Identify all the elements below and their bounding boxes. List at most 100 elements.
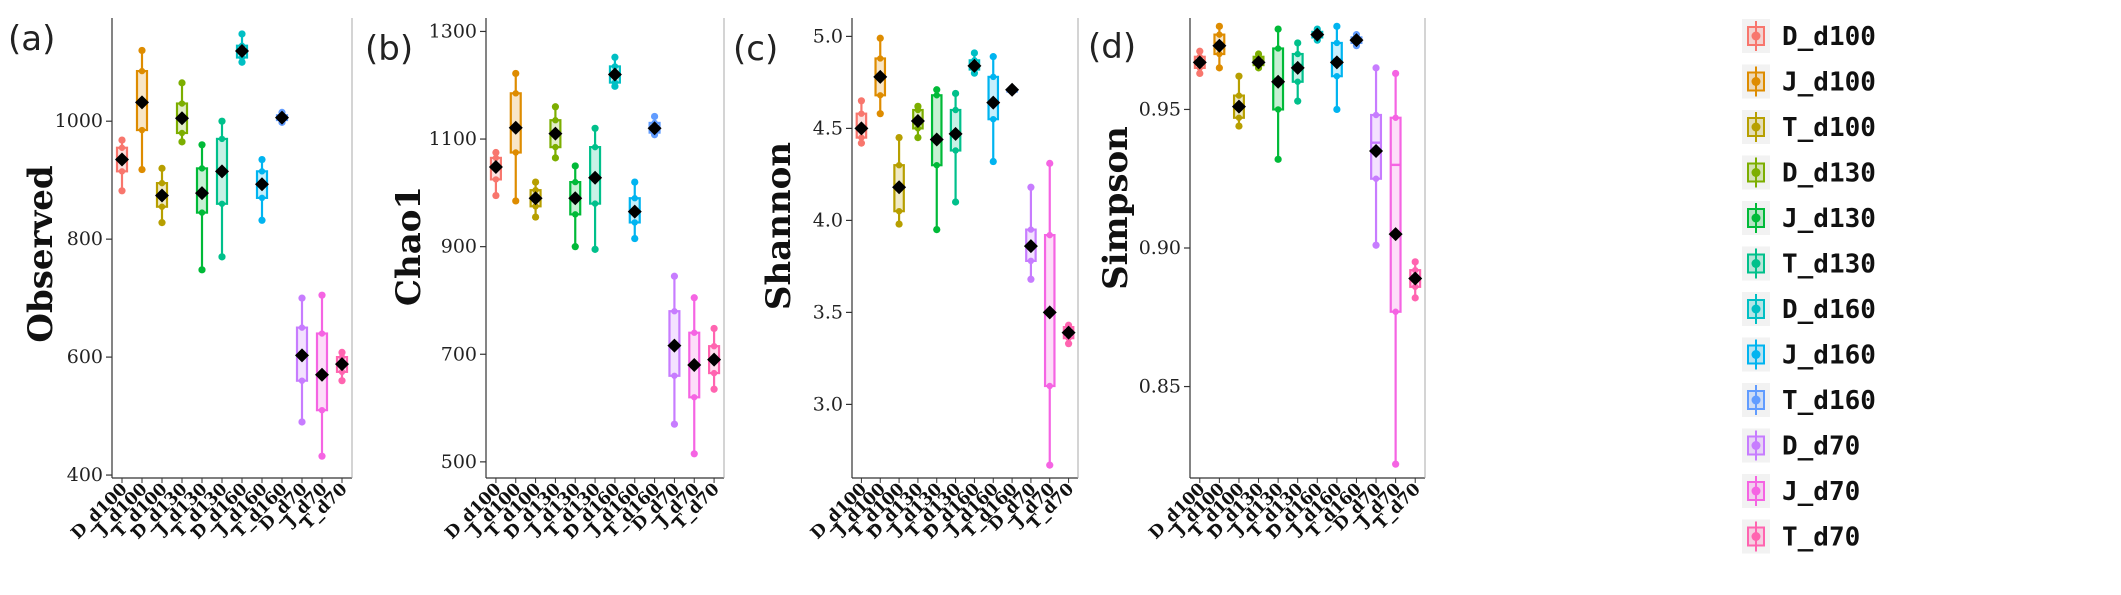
legend-label: T_d160 — [1782, 386, 1876, 416]
point-min — [298, 418, 306, 426]
mean-diamond — [488, 160, 503, 175]
point-q1 — [671, 372, 678, 379]
legend-key-point — [1751, 350, 1761, 359]
point-min — [1064, 340, 1073, 348]
point-q3 — [158, 179, 166, 187]
box-T_d70 — [707, 324, 722, 393]
point-q3 — [198, 165, 206, 172]
y-axis-label-d: Simpson — [1096, 126, 1136, 290]
point-min — [631, 234, 639, 243]
point-q1 — [914, 125, 922, 132]
point-q1 — [492, 176, 500, 183]
box-D_d130 — [1251, 50, 1266, 72]
box-T_d130 — [1290, 39, 1305, 105]
box-J_d100 — [1212, 22, 1227, 72]
mean-diamond — [1231, 99, 1246, 114]
point-min — [1027, 275, 1035, 283]
mean-diamond — [929, 132, 944, 147]
legend-key-point — [1751, 168, 1761, 177]
point-q1 — [691, 394, 698, 401]
mean-diamond — [588, 170, 603, 185]
point-min — [492, 191, 500, 200]
point-q3 — [138, 67, 146, 75]
legend-key-point — [1751, 441, 1761, 450]
legend-item: D_d100 — [1742, 19, 1876, 53]
point-min — [512, 197, 520, 205]
point-q1 — [178, 129, 186, 137]
point-max — [895, 134, 903, 142]
point-min — [1392, 460, 1400, 468]
point-max — [138, 46, 146, 55]
y-tick-label: 1000 — [55, 110, 103, 132]
legend-key-point — [1751, 122, 1761, 132]
point-min — [258, 216, 266, 224]
point-q1 — [138, 126, 146, 134]
point-max — [218, 117, 226, 125]
mean-diamond — [508, 120, 523, 135]
point-q3 — [258, 168, 266, 175]
point-min — [118, 187, 126, 195]
mean-diamond — [948, 126, 963, 141]
point-max — [650, 112, 659, 121]
mean-diamond — [1310, 27, 1325, 42]
point-max — [631, 178, 639, 186]
box-D_d130 — [910, 102, 925, 142]
point-q1 — [1027, 257, 1035, 265]
point-min — [238, 58, 246, 66]
point-q3 — [710, 342, 718, 350]
point-q1 — [298, 377, 306, 384]
legend-item: T_d70 — [1742, 519, 1860, 554]
point-q1 — [318, 406, 326, 414]
y-tick-label: 0.85 — [1139, 376, 1181, 398]
point-min — [1196, 69, 1204, 78]
legend-label: J_d160 — [1782, 341, 1876, 371]
mean-diamond — [1251, 55, 1266, 70]
y-axis-label-c: Shannon — [759, 142, 799, 310]
point-max — [1294, 39, 1302, 47]
legend-item: T_d100 — [1742, 110, 1876, 144]
box-T_d160 — [1349, 31, 1364, 50]
point-max — [512, 69, 520, 78]
legend: D_d100 J_d100 T_d100 D_d130 J_d130 T_d130 D_d1… — [1742, 19, 1876, 554]
point-min — [895, 220, 903, 228]
y-tick-label: 500 — [441, 451, 477, 473]
point-q3 — [552, 117, 559, 124]
point-q1 — [198, 209, 206, 216]
point-q1 — [631, 219, 638, 226]
point-q1 — [512, 149, 519, 156]
point-max — [298, 294, 306, 302]
box-D_d100 — [1192, 47, 1207, 78]
box-J_d160 — [986, 53, 1001, 166]
point-q3 — [990, 73, 997, 81]
point-q3 — [933, 92, 940, 99]
point-min — [531, 213, 540, 221]
legend-key-point — [1751, 31, 1761, 41]
legend-key-point — [1751, 532, 1761, 541]
mean-diamond — [647, 121, 662, 136]
box-D_d160 — [1310, 25, 1325, 44]
box-T_d160 — [647, 112, 662, 139]
mean-diamond — [707, 352, 722, 367]
box-J_d130 — [195, 141, 209, 274]
point-max — [1046, 159, 1054, 167]
point-q1 — [1372, 175, 1380, 182]
mean-diamond — [967, 58, 982, 73]
point-q1 — [552, 143, 559, 151]
point-q3 — [532, 186, 539, 194]
box-T_d130 — [215, 117, 229, 261]
legend-item: D_d130 — [1742, 155, 1876, 190]
point-q1 — [611, 79, 619, 86]
box-J_d160 — [1329, 22, 1344, 114]
point-q1 — [858, 134, 865, 141]
box-D_d70 — [1023, 183, 1038, 283]
legend-label: T_d70 — [1782, 523, 1860, 553]
box-J_d130 — [929, 86, 944, 234]
point-min — [138, 165, 146, 174]
box-T_d70 — [1408, 258, 1423, 302]
legend-item: J_d70 — [1742, 474, 1860, 508]
point-max — [970, 49, 979, 57]
mean-diamond — [1192, 55, 1207, 70]
y-tick-label: 4.5 — [813, 117, 843, 139]
box-J_d100 — [508, 69, 523, 205]
y-tick-label: 3.5 — [813, 301, 843, 323]
